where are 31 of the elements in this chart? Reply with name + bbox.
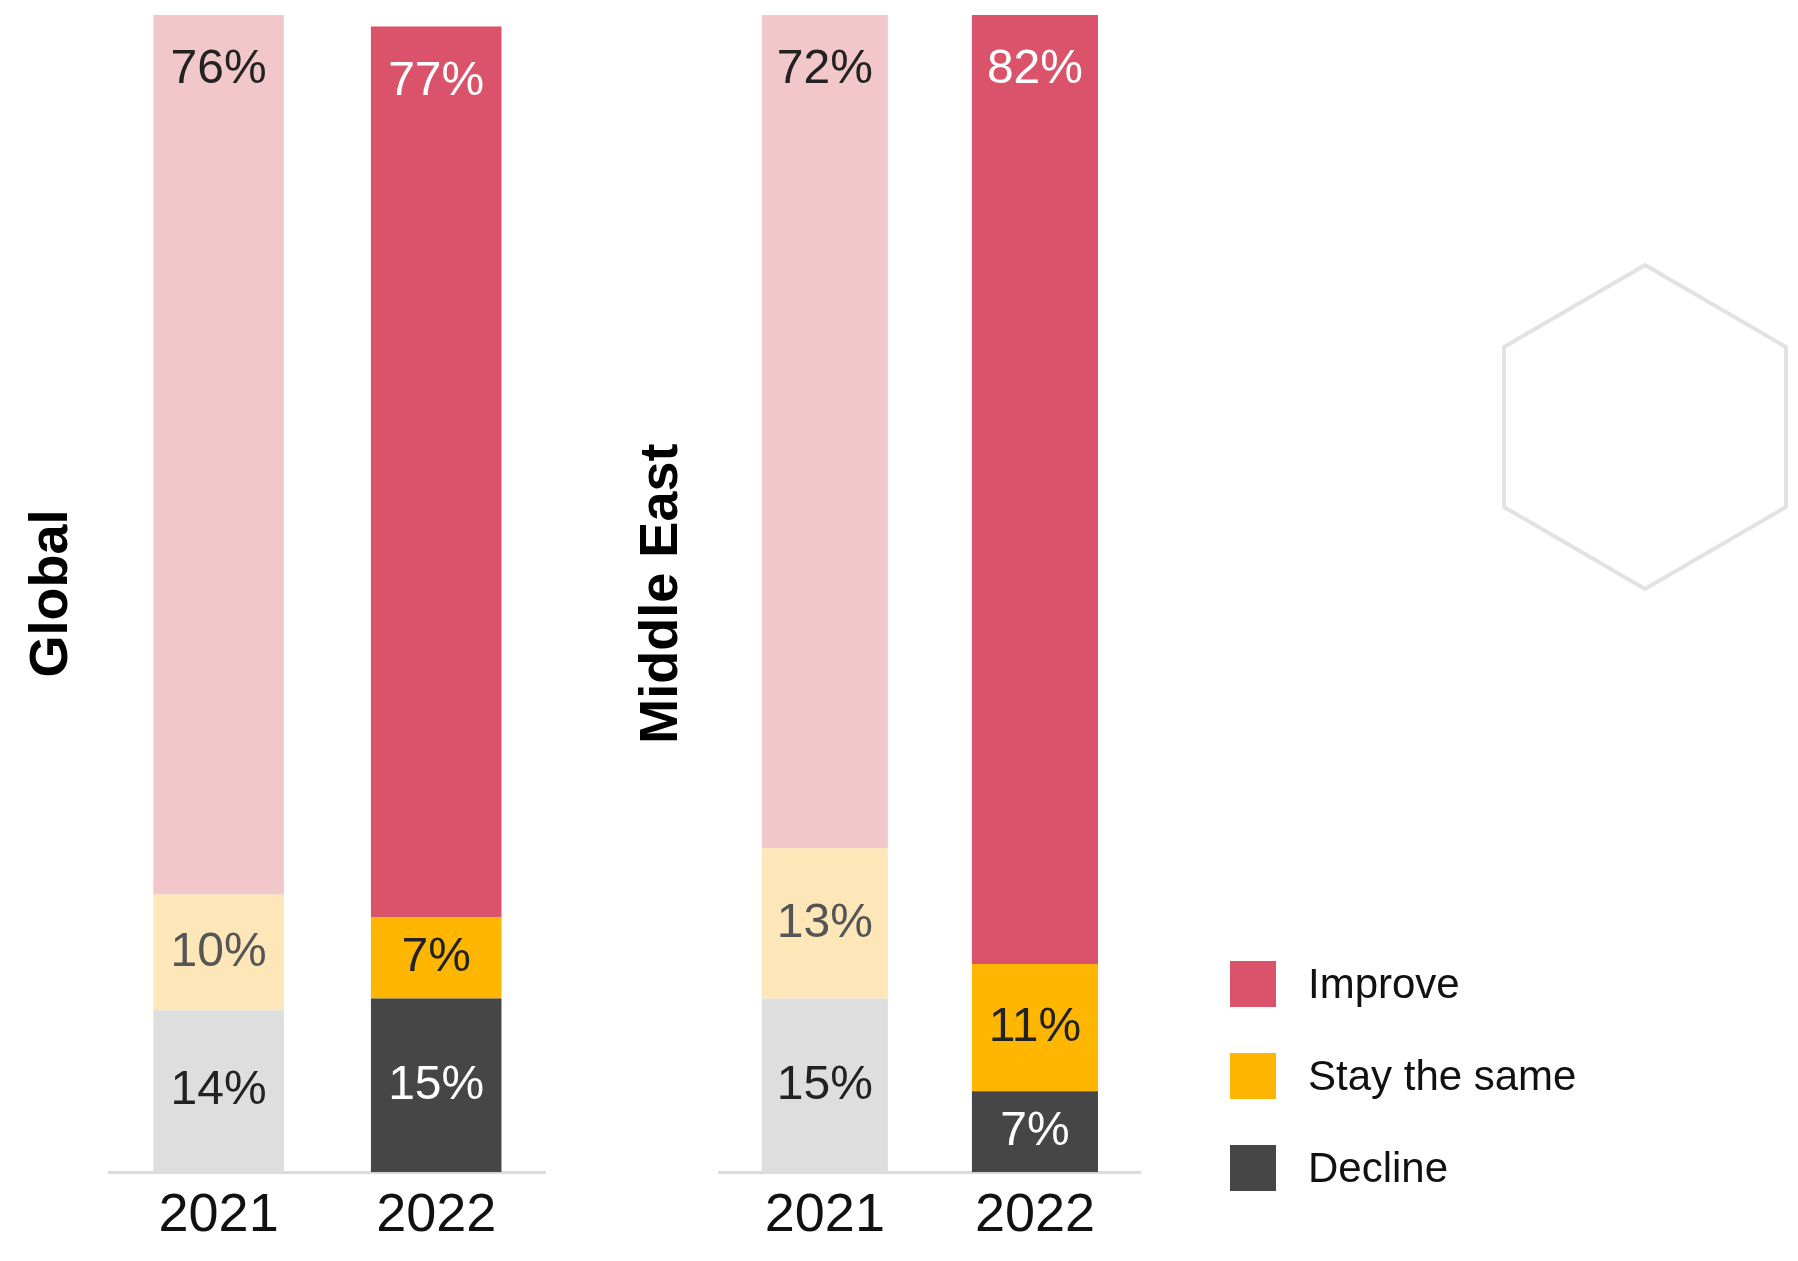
bar <box>971 963 1098 1092</box>
data-label: 13% <box>776 893 873 947</box>
data-label: 7% <box>1000 1101 1070 1155</box>
data-label: 82% <box>986 40 1083 94</box>
data-label: 14% <box>170 1061 267 1115</box>
x-tick-label: 2021 <box>764 1182 885 1243</box>
data-label: 10% <box>170 922 267 976</box>
bar <box>761 848 888 999</box>
bar <box>971 15 1098 964</box>
bar <box>153 15 284 895</box>
x-tick-label: 2022 <box>974 1182 1096 1243</box>
bar <box>971 1091 1098 1173</box>
bar <box>370 26 502 918</box>
bar <box>370 917 502 999</box>
legend-label: Decline <box>1308 1144 1449 1192</box>
data-label: 72% <box>776 40 873 94</box>
data-label: 76% <box>170 40 267 94</box>
bar <box>153 894 284 1011</box>
x-tick-label: 2022 <box>376 1182 497 1243</box>
data-label: 15% <box>388 1055 485 1109</box>
data-label: 11% <box>988 997 1082 1051</box>
data-label: 7% <box>401 928 471 982</box>
legend-label: Improve <box>1308 960 1460 1008</box>
legend-label: Stay the same <box>1308 1052 1577 1100</box>
x-tick-label: 2021 <box>158 1182 279 1243</box>
bar <box>761 15 888 849</box>
bar <box>370 998 502 1173</box>
data-label: 77% <box>388 51 485 105</box>
y-axis-title: Global <box>18 509 79 678</box>
data-label: 15% <box>776 1055 873 1109</box>
y-axis-title: Middle East <box>628 443 689 744</box>
